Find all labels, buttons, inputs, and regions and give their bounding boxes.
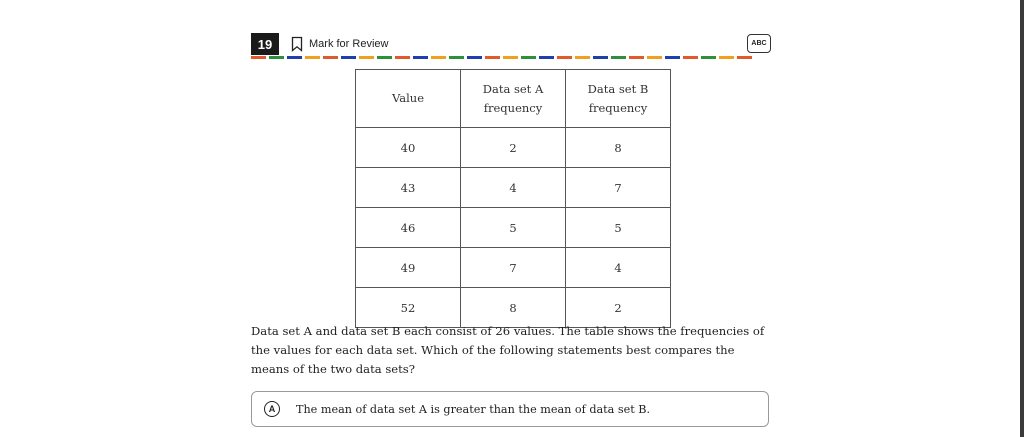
dash-segment <box>449 56 464 59</box>
question-number: 19 <box>251 33 279 55</box>
dash-segment <box>467 56 482 59</box>
header-value: Value <box>355 69 461 128</box>
question-header: 19 Mark for Review ABC <box>251 33 771 55</box>
dash-segment <box>521 56 536 59</box>
cell-a-frequency: 5 <box>460 207 566 248</box>
dash-segment <box>665 56 680 59</box>
cell-b-frequency: 8 <box>565 127 671 168</box>
question-text: Data set A and data set B each consist o… <box>251 324 765 376</box>
cell-value: 49 <box>355 247 461 288</box>
table-row: 40 2 8 <box>355 127 671 168</box>
dash-segment <box>683 56 698 59</box>
cell-value: 46 <box>355 207 461 248</box>
table-row: 52 8 2 <box>355 287 671 328</box>
dash-segment <box>737 56 752 59</box>
cell-a-frequency: 8 <box>460 287 566 328</box>
dash-segment <box>485 56 500 59</box>
dash-segment <box>611 56 626 59</box>
cell-b-frequency: 7 <box>565 167 671 208</box>
cell-a-frequency: 7 <box>460 247 566 288</box>
decorative-dash-bar <box>251 56 771 59</box>
dash-segment <box>251 56 266 59</box>
dash-segment <box>377 56 392 59</box>
table-row: 43 4 7 <box>355 167 671 208</box>
dash-segment <box>701 56 716 59</box>
dash-segment <box>647 56 662 59</box>
dash-segment <box>593 56 608 59</box>
table-row: 49 7 4 <box>355 247 671 288</box>
choice-text-a: The mean of data set A is greater than t… <box>296 402 651 416</box>
dash-segment <box>431 56 446 59</box>
mark-for-review-button[interactable]: Mark for Review <box>291 35 388 53</box>
bookmark-icon <box>291 36 303 52</box>
choice-letter-a: A <box>264 401 280 417</box>
dash-segment <box>287 56 302 59</box>
dash-segment <box>539 56 554 59</box>
cell-a-frequency: 2 <box>460 127 566 168</box>
dash-segment <box>719 56 734 59</box>
dash-segment <box>269 56 284 59</box>
cell-a-frequency: 4 <box>460 167 566 208</box>
dash-segment <box>503 56 518 59</box>
abc-eliminator-label: ABC <box>751 40 767 47</box>
abc-eliminator-button[interactable]: ABC <box>747 34 771 53</box>
table-row: 46 5 5 <box>355 207 671 248</box>
dash-segment <box>413 56 428 59</box>
dash-segment <box>359 56 374 59</box>
dash-segment <box>395 56 410 59</box>
cell-value: 52 <box>355 287 461 328</box>
dash-segment <box>575 56 590 59</box>
value-count: 26 <box>495 324 511 338</box>
dash-segment <box>629 56 644 59</box>
cell-value: 40 <box>355 127 461 168</box>
dash-segment <box>557 56 572 59</box>
cell-b-frequency: 2 <box>565 287 671 328</box>
answer-choice-a[interactable]: A The mean of data set A is greater than… <box>251 391 769 427</box>
dash-segment <box>323 56 338 59</box>
cell-value: 43 <box>355 167 461 208</box>
cell-b-frequency: 5 <box>565 207 671 248</box>
dash-segment <box>341 56 356 59</box>
window-edge <box>1020 0 1024 437</box>
cell-b-frequency: 4 <box>565 247 671 288</box>
mark-for-review-label: Mark for Review <box>309 38 389 50</box>
dash-segment <box>305 56 320 59</box>
